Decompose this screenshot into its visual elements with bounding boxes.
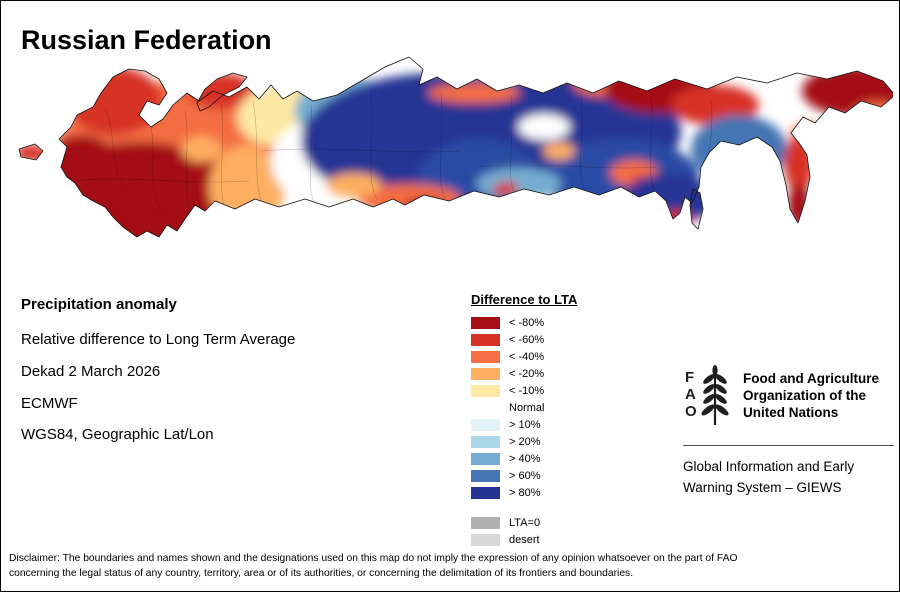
legend-label: > 60% <box>509 469 541 482</box>
legend-swatch <box>471 516 500 529</box>
legend-swatch <box>471 452 500 465</box>
wheat-ear-icon <box>701 365 729 425</box>
legend-item: > 20% <box>471 433 577 450</box>
org-divider <box>683 445 894 446</box>
legend-label: < -80% <box>509 316 545 329</box>
legend-label: Normal <box>509 401 545 414</box>
legend-item: > 10% <box>471 416 577 433</box>
legend-swatch <box>471 469 500 482</box>
legend-items: < -80% < -60% < -40% < -20% < -10% Normal > 10… <box>471 314 577 501</box>
legend: Difference to LTA < -80% < -60% < -40% < -2… <box>471 292 577 548</box>
country-outline <box>18 56 893 238</box>
legend-label: > 80% <box>509 486 541 499</box>
legend-title: Difference to LTA <box>471 292 578 307</box>
giews-line: Warning System – GIEWS <box>683 480 842 495</box>
org-name-line: United Nations <box>743 405 839 420</box>
legend-swatch <box>471 367 500 380</box>
legend-item: > 40% <box>471 450 577 467</box>
legend-label: < -60% <box>509 333 545 346</box>
legend-swatch <box>471 384 500 397</box>
legend-item: < -10% <box>471 382 577 399</box>
org-name-line: Food and Agriculture <box>743 371 879 386</box>
legend-item: desert <box>471 531 577 548</box>
legend-item: > 60% <box>471 467 577 484</box>
legend-swatch <box>471 418 500 431</box>
legend-swatch <box>471 401 500 414</box>
legend-label: < -10% <box>509 384 545 397</box>
legend-label: > 10% <box>509 418 541 431</box>
org-name: Food and Agriculture Organization of the… <box>743 370 879 421</box>
metadata-source: ECMWF <box>21 395 78 412</box>
giews-label: Global Information and Early Warning Sys… <box>683 456 854 498</box>
legend-label: > 40% <box>509 452 541 465</box>
legend-swatch <box>471 435 500 448</box>
disclaimer-line: concerning the legal status of any count… <box>9 567 634 579</box>
metadata-projection: WGS84, Geographic Lat/Lon <box>21 426 214 443</box>
org-name-line: Organization of the <box>743 388 866 403</box>
legend-swatch <box>471 486 500 499</box>
legend-label: < -20% <box>509 367 545 380</box>
metadata-description: Relative difference to Long Term Average <box>21 331 296 348</box>
legend-item: < -80% <box>471 314 577 331</box>
legend-swatch <box>471 533 500 546</box>
legend-item: > 80% <box>471 484 577 501</box>
metadata-dekad: Dekad 2 March 2026 <box>21 363 161 380</box>
legend-item: < -60% <box>471 331 577 348</box>
precipitation-anomaly-map <box>18 56 893 238</box>
disclaimer: Disclaimer: The boundaries and names sho… <box>9 552 737 581</box>
page-title: Russian Federation <box>21 25 272 55</box>
legend-item: < -40% <box>471 348 577 365</box>
legend-swatch <box>471 316 500 329</box>
legend-special-items: LTA=0 desert <box>471 514 577 548</box>
legend-swatch <box>471 333 500 346</box>
legend-label: > 20% <box>509 435 541 448</box>
metadata-product: Precipitation anomaly <box>21 296 177 313</box>
legend-item: Normal <box>471 399 577 416</box>
admin-boundaries <box>70 90 713 218</box>
legend-label: desert <box>509 533 540 546</box>
legend-item: LTA=0 <box>471 514 577 531</box>
legend-swatch <box>471 350 500 363</box>
legend-label: < -40% <box>509 350 545 363</box>
disclaimer-line: Disclaimer: The boundaries and names sho… <box>9 553 738 564</box>
legend-item: < -20% <box>471 365 577 382</box>
giews-line: Global Information and Early <box>683 459 855 474</box>
legend-label: LTA=0 <box>509 516 541 529</box>
